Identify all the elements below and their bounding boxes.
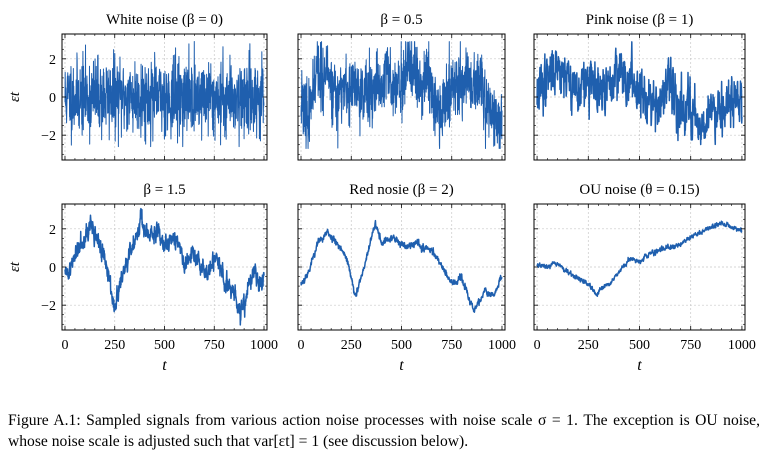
series-line <box>64 41 265 148</box>
figure-caption-label: Figure A.1: <box>8 411 81 429</box>
panel-6: 0 250 500 750 1000 OU noise (θ = 0.15) t <box>533 182 756 374</box>
x-tick-label: 750 <box>441 338 462 353</box>
panel-5: 0 250 500 750 1000 Red nosie (β = 2) t <box>297 182 516 374</box>
x-axis-label: t <box>637 357 642 374</box>
y-axis-label: εt <box>7 91 23 102</box>
figure-caption-text: Sampled signals from various action nois… <box>8 411 760 450</box>
series-line <box>64 207 265 326</box>
panel-title: β = 0.5 <box>380 12 422 28</box>
x-tick-label: 1000 <box>728 338 756 353</box>
x-tick-label: 500 <box>391 338 412 353</box>
x-tick-label: 750 <box>680 338 701 353</box>
panel-title: OU noise (θ = 0.15) <box>579 182 699 198</box>
x-tick-label: 750 <box>204 338 225 353</box>
x-tick-label: 0 <box>61 338 68 353</box>
panel-title: β = 1.5 <box>143 182 185 198</box>
panel-title: White noise (β = 0) <box>106 12 223 28</box>
x-tick-label: 250 <box>341 338 362 353</box>
noise-figure: −2 0 2 White noise (β = 0) εt β = 0.5 Pink noi… <box>7 12 756 374</box>
x-tick-label: 0 <box>534 338 541 353</box>
x-axis-label: t <box>162 357 167 374</box>
panel-title: Pink noise (β = 1) <box>586 12 694 28</box>
figure-caption: Figure A.1: Sampled signals from various… <box>8 410 760 452</box>
series-line <box>300 219 503 313</box>
panel-title: Red nosie (β = 2) <box>349 182 453 198</box>
x-tick-label: 1000 <box>250 338 278 353</box>
x-tick-label: 500 <box>629 338 650 353</box>
x-tick-label: 250 <box>578 338 599 353</box>
y-tick-label: 2 <box>49 223 56 238</box>
panel-4: −2 0 2 0 250 500 750 1000 β = 1.5 εt t <box>7 182 278 374</box>
x-tick-label: 500 <box>154 338 175 353</box>
y-axis-label: εt <box>7 261 23 272</box>
series-line <box>536 41 743 146</box>
x-tick-label: 0 <box>298 338 305 353</box>
panel-1: −2 0 2 White noise (β = 0) εt <box>7 12 268 161</box>
x-tick-label: 1000 <box>488 338 516 353</box>
y-tick-label: −2 <box>41 129 56 144</box>
y-tick-label: 0 <box>49 261 56 276</box>
y-tick-label: −2 <box>41 299 56 314</box>
y-tick-label: 2 <box>49 53 56 68</box>
panel-2: β = 0.5 <box>297 12 506 161</box>
x-tick-label: 250 <box>104 338 125 353</box>
panel-3: Pink noise (β = 1) <box>533 12 746 161</box>
series-line <box>536 220 743 298</box>
y-tick-label: 0 <box>49 91 56 106</box>
series-line <box>300 41 503 150</box>
x-axis-label: t <box>399 357 404 374</box>
